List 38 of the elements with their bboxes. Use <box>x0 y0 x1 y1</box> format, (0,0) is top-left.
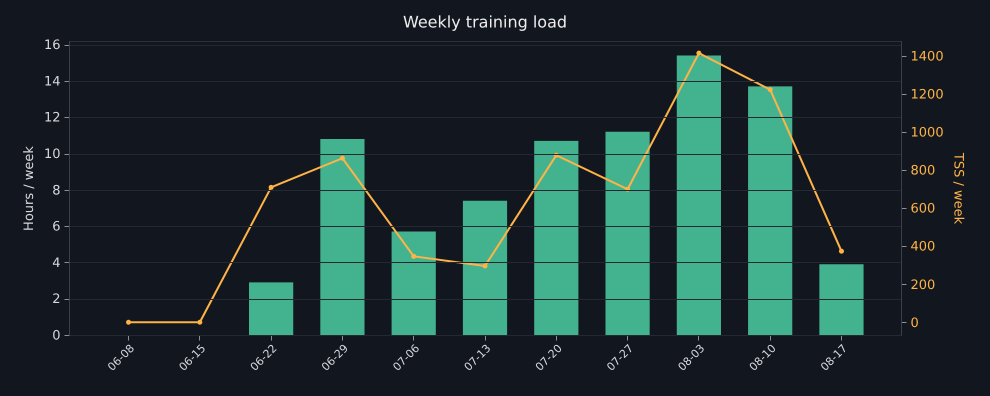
y-tick-label: 6 <box>52 220 60 235</box>
y-tick-label: 10 <box>44 147 60 162</box>
point <box>768 87 773 92</box>
chart-title: Weekly training load <box>402 12 568 32</box>
y2-tick-label: 0 <box>910 316 919 331</box>
bar <box>605 132 650 335</box>
y2-tick-label: 1400 <box>910 50 944 65</box>
point <box>268 184 274 190</box>
y2-axis-title: TSS / week <box>950 152 966 225</box>
y2-tick-label: 600 <box>910 202 936 217</box>
point <box>340 156 345 161</box>
point <box>197 320 202 325</box>
y-tick-label: 2 <box>52 292 60 308</box>
point <box>411 254 416 259</box>
y-tick-label: 16 <box>44 38 60 54</box>
bar <box>676 56 721 335</box>
y2-tick-label: 800 <box>910 164 936 179</box>
y-axis-title: Hours / week <box>22 146 37 231</box>
y-tick-label: 4 <box>52 256 60 271</box>
y2-tick-label: 200 <box>910 278 936 293</box>
bar <box>534 140 578 335</box>
bar <box>748 86 792 335</box>
y-tick-label: 8 <box>52 183 60 198</box>
y2-tick-label: 1200 <box>910 88 944 103</box>
bar <box>249 282 294 335</box>
y-tick-label: 12 <box>44 110 60 126</box>
bar <box>462 200 508 335</box>
y-tick-label: 14 <box>44 74 60 90</box>
point <box>838 248 844 254</box>
bar <box>320 139 365 335</box>
y2-tick-label: 1000 <box>910 126 944 141</box>
point <box>126 320 132 325</box>
bar <box>819 264 864 335</box>
bar <box>392 232 436 335</box>
point <box>696 50 702 56</box>
y2-tick-label: 400 <box>910 240 936 255</box>
y-tick-label: 0 <box>52 328 60 344</box>
point <box>482 264 488 269</box>
